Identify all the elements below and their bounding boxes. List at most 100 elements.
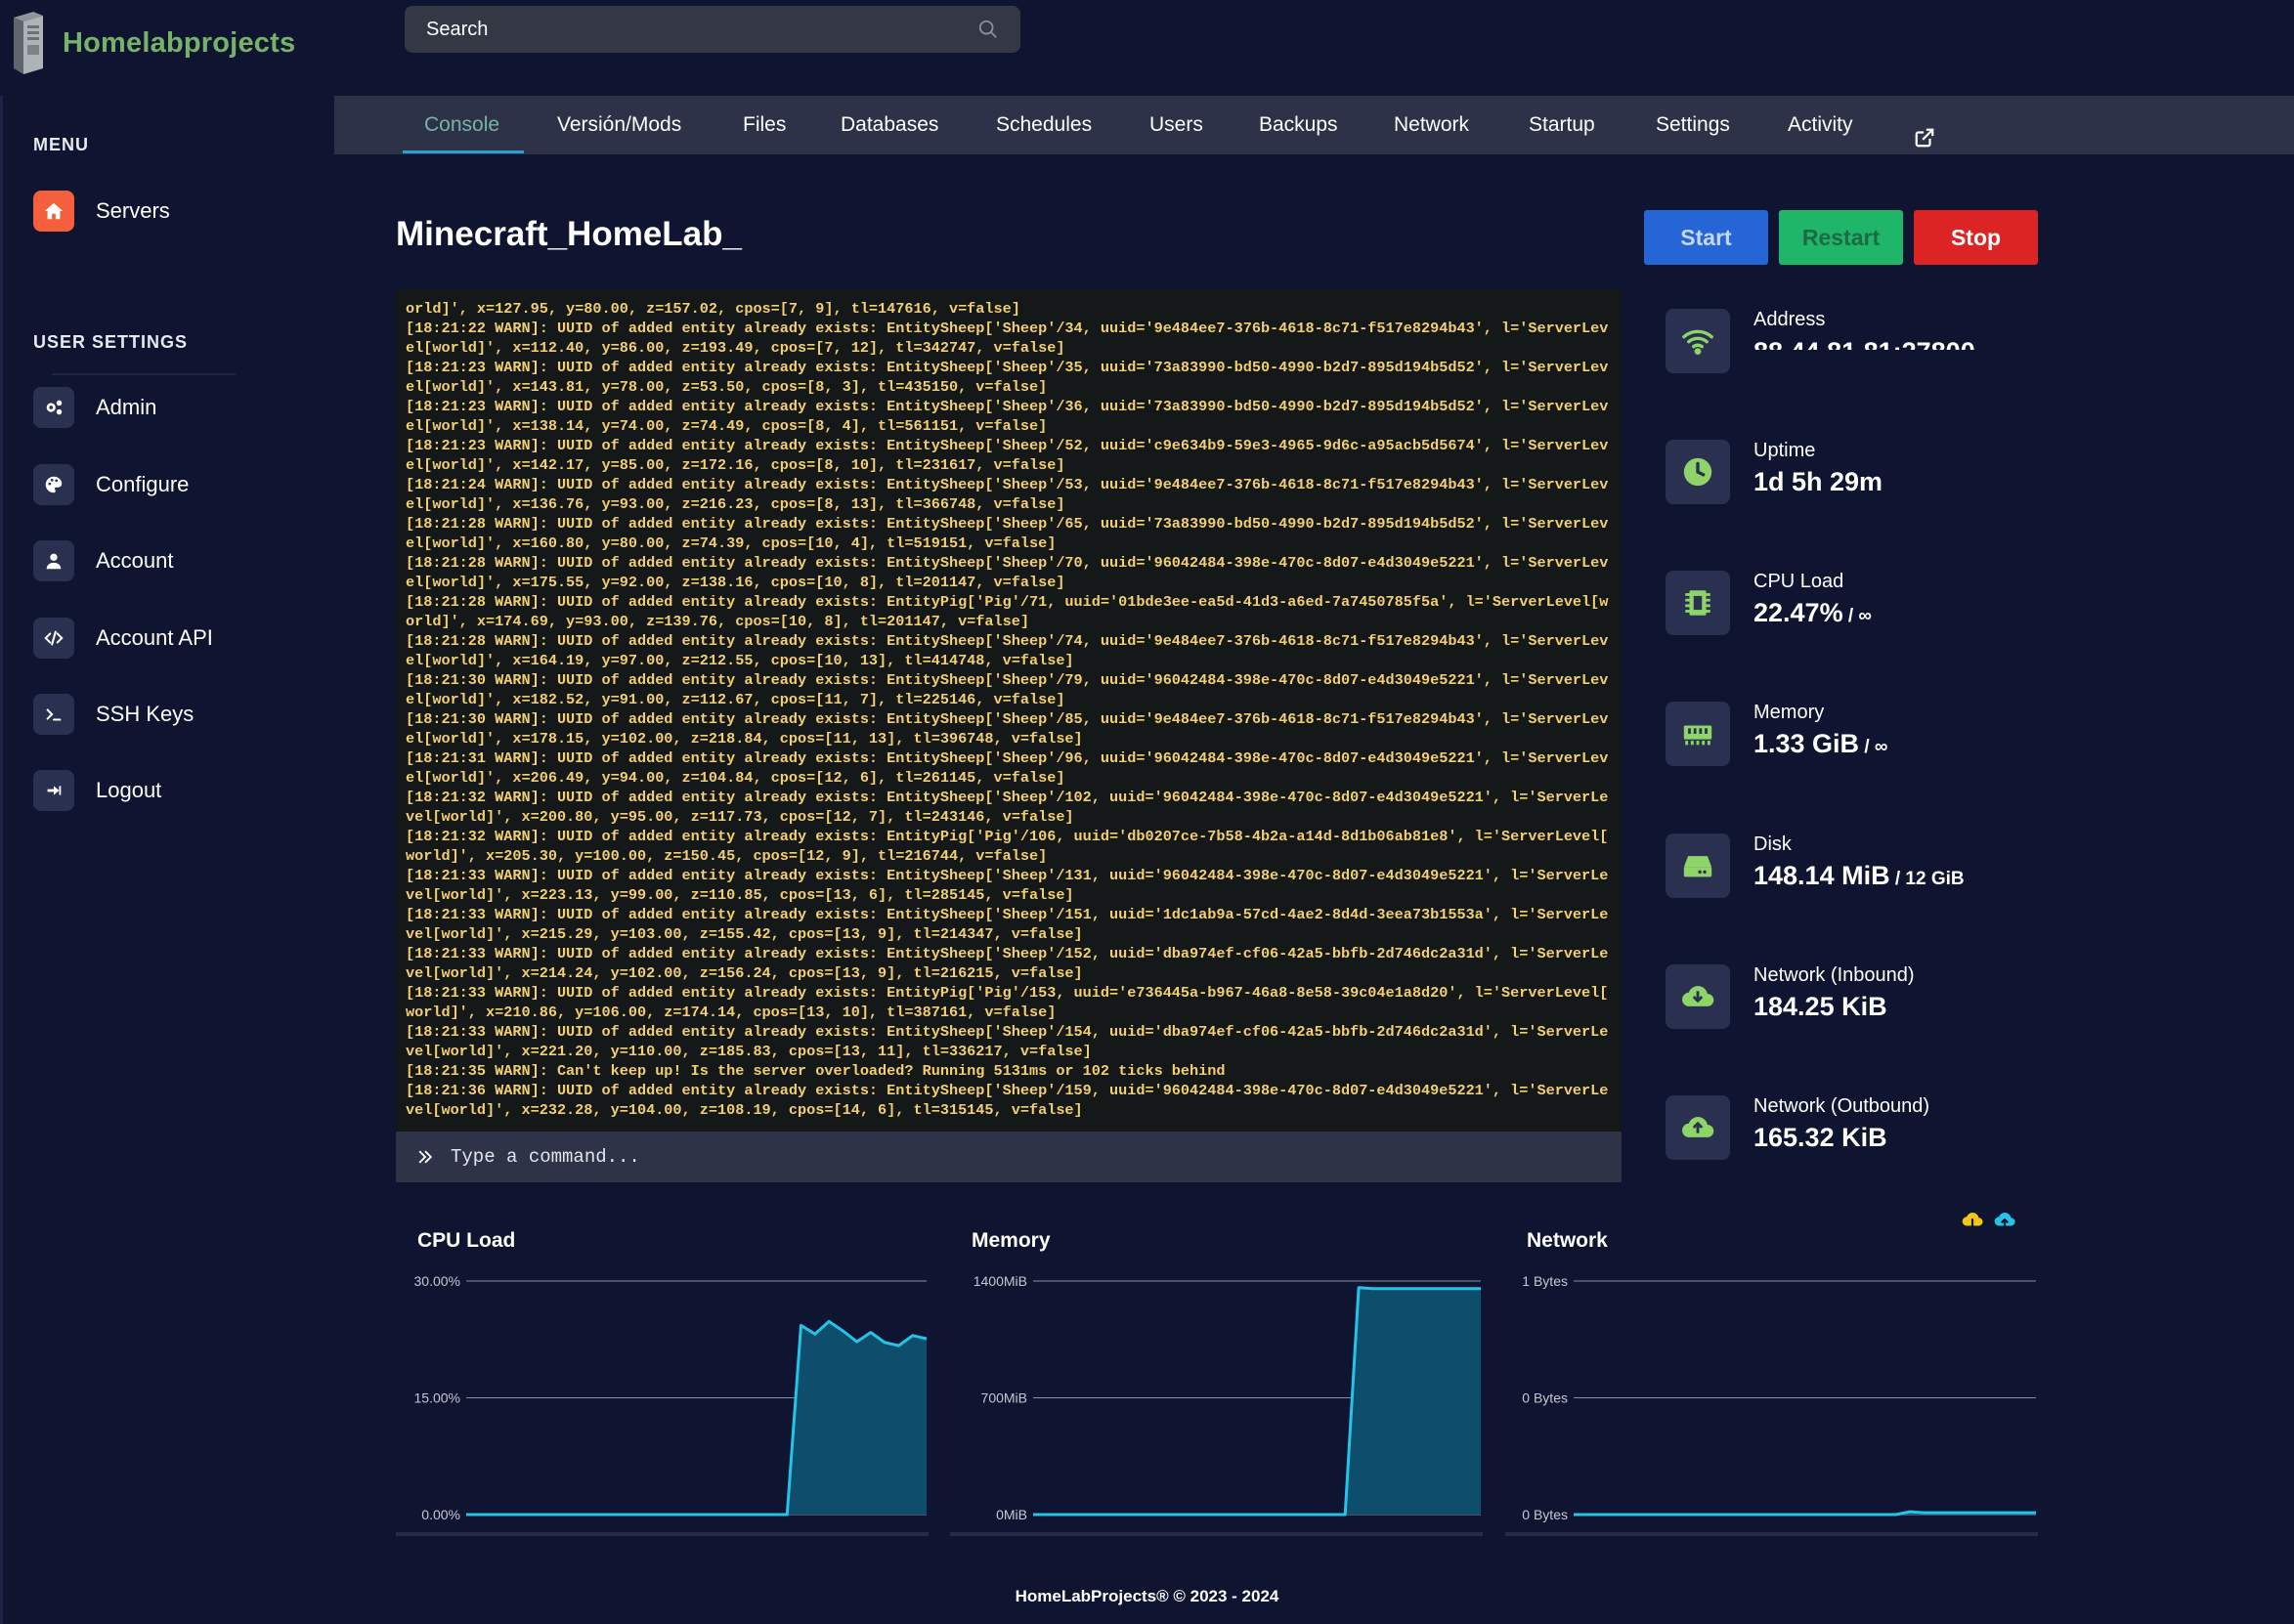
cloud-upload-icon[interactable] — [1994, 1210, 2015, 1231]
tab-version-mods[interactable]: Versión/Mods — [557, 113, 682, 136]
cloud-upload-icon — [1666, 1095, 1730, 1160]
y-tick-label: 700MiB — [981, 1390, 1027, 1406]
memory-chart: Memory 1400MiB 700MiB 0MiB — [950, 1210, 1483, 1536]
sidebar-item-ssh-keys[interactable]: SSH Keys — [33, 693, 194, 736]
tab-startup[interactable]: Startup — [1529, 113, 1595, 136]
console-line: el[world]', x=143.81, y=78.00, z=53.50, … — [406, 378, 1048, 396]
series-area — [466, 1321, 927, 1515]
active-tab-indicator — [403, 150, 524, 153]
y-tick-label: 0MiB — [996, 1507, 1027, 1522]
console-line: el[world]', x=160.80, y=80.00, z=74.39, … — [406, 534, 1057, 552]
sidebar-item-label: Configure — [96, 472, 190, 496]
console-line: el[world]', x=175.55, y=92.00, z=138.16,… — [406, 574, 1065, 591]
tab-settings[interactable]: Settings — [1656, 113, 1730, 136]
console-line: [18:21:33 WARN]: UUID of added entity al… — [406, 945, 1609, 962]
stat-network-inbound: Network (Inbound) 184.25 KiB — [1666, 964, 2037, 1033]
series-line — [1574, 1510, 2036, 1517]
search-input[interactable] — [426, 6, 954, 53]
memory-plot: 1400MiB 700MiB 0MiB — [974, 1273, 1481, 1522]
tab-schedules[interactable]: Schedules — [996, 113, 1093, 136]
chart-title: CPU Load — [417, 1229, 516, 1252]
tab-activity[interactable]: Activity — [1788, 113, 1853, 136]
restart-button[interactable]: Restart — [1779, 210, 1903, 265]
address-value-clip[interactable]: 88.44.81.81:27800 — [1753, 336, 2008, 350]
console-line: [18:21:36 WARN]: UUID of added entity al… — [406, 1082, 1609, 1099]
stat-number: 22.47% — [1753, 598, 1843, 627]
sidebar-item-admin[interactable]: Admin — [33, 386, 156, 429]
start-button[interactable]: Start — [1644, 210, 1768, 265]
stat-address: Address 88.44.81.81:27800 — [1666, 309, 2037, 377]
console-line: [18:21:28 WARN]: UUID of added entity al… — [406, 554, 1609, 572]
menu-heading: MENU — [33, 135, 89, 154]
stat-number: 148.14 MiB — [1753, 861, 1890, 890]
series-line — [466, 1319, 928, 1517]
stat-suffix: / ∞ — [1859, 737, 1888, 757]
console-line: el[world]', x=142.17, y=85.00, z=172.16,… — [406, 456, 1065, 474]
sidebar-item-logout[interactable]: Logout — [33, 769, 161, 812]
user-icon — [33, 540, 74, 581]
console-log: orld]', x=127.95, y=80.00, z=157.02, cpo… — [406, 299, 1614, 1120]
stat-suffix: / 12 GiB — [1889, 869, 1965, 889]
brand-logo[interactable]: Homelabprojects — [10, 12, 295, 74]
stat-label: Network (Outbound) — [1753, 1095, 1930, 1117]
search-box[interactable] — [405, 6, 1020, 53]
server-name: Minecraft_HomeLab_ — [396, 215, 742, 253]
console-line: vel[world]', x=221.20, y=110.00, z=185.8… — [406, 1043, 1092, 1060]
chip-icon — [1666, 571, 1730, 635]
console-line: vel[world]', x=232.28, y=104.00, z=108.1… — [406, 1101, 1083, 1119]
console-line: vel[world]', x=214.24, y=102.00, z=156.2… — [406, 964, 1083, 982]
stat-value: 165.32 KiB — [1753, 1123, 1887, 1153]
y-tick-label: 15.00% — [414, 1390, 460, 1406]
stat-value: 184.25 KiB — [1753, 992, 1887, 1022]
console-line: vel[world]', x=215.29, y=103.00, z=155.4… — [406, 925, 1083, 943]
console-line: orld]', x=127.95, y=80.00, z=157.02, cpo… — [406, 300, 1020, 318]
external-link-icon — [1915, 128, 1934, 148]
sidebar-item-servers[interactable]: Servers — [33, 190, 170, 233]
cloud-download-icon — [1666, 964, 1730, 1029]
console-line: [18:21:33 WARN]: UUID of added entity al… — [406, 984, 1609, 1002]
sidebar-item-configure[interactable]: Configure — [33, 463, 189, 506]
console-line: el[world]', x=164.19, y=97.00, z=212.55,… — [406, 652, 1074, 669]
memory-icon — [1666, 702, 1730, 766]
search-icon[interactable] — [977, 19, 999, 40]
console-line: [18:21:33 WARN]: UUID of added entity al… — [406, 1023, 1609, 1041]
console-line: [18:21:23 WARN]: UUID of added entity al… — [406, 359, 1609, 376]
stat-value: 1d 5h 29m — [1753, 467, 1883, 497]
tab-console[interactable]: Console — [424, 113, 500, 136]
stat-network-outbound: Network (Outbound) 165.32 KiB — [1666, 1095, 2037, 1164]
console-line: [18:21:32 WARN]: UUID of added entity al… — [406, 789, 1609, 806]
console-line: orld]', x=174.69, y=93.00, z=139.76, cpo… — [406, 613, 1029, 630]
stat-label: Memory — [1753, 702, 1825, 723]
stat-number: 184.25 KiB — [1753, 992, 1887, 1021]
home-icon — [33, 191, 74, 232]
stat-memory: Memory 1.33 GiB / ∞ — [1666, 702, 2037, 770]
stop-button[interactable]: Stop — [1914, 210, 2038, 265]
tab-users[interactable]: Users — [1149, 113, 1203, 136]
network-chart: Network 1 Bytes 0 Bytes 0 Bytes — [1505, 1210, 2038, 1536]
y-tick-label: 0 Bytes — [1522, 1507, 1568, 1522]
sidebar-item-account-api[interactable]: Account API — [33, 617, 213, 660]
y-tick-label: 1 Bytes — [1522, 1273, 1568, 1289]
tab-databases[interactable]: Databases — [841, 113, 939, 136]
sidebar-item-label: Servers — [96, 198, 170, 223]
tab-external-link[interactable] — [1914, 113, 1935, 148]
y-tick-label: 30.00% — [414, 1273, 460, 1289]
hdd-icon — [1666, 833, 1730, 898]
stat-label: Network (Inbound) — [1753, 964, 1915, 986]
cpu-load-chart: CPU Load 30.00% 15.00% 0.00% — [396, 1210, 929, 1536]
command-input[interactable] — [451, 1132, 1604, 1182]
y-tick-label: 0.00% — [421, 1507, 460, 1522]
cloud-download-icon[interactable] — [1962, 1210, 1983, 1231]
sidebar-item-account[interactable]: Account — [33, 539, 174, 582]
stat-cpu-load: CPU Load 22.47% / ∞ — [1666, 571, 2037, 639]
console-line: [18:21:23 WARN]: UUID of added entity al… — [406, 398, 1609, 415]
sidebar-item-label: Account — [96, 548, 174, 573]
console-line: [18:21:33 WARN]: UUID of added entity al… — [406, 906, 1609, 923]
console-output[interactable]: orld]', x=127.95, y=80.00, z=157.02, cpo… — [396, 289, 1622, 1132]
tab-files[interactable]: Files — [743, 113, 787, 136]
console-line: el[world]', x=182.52, y=91.00, z=112.67,… — [406, 691, 1065, 708]
chart-title: Network — [1527, 1229, 1608, 1252]
tab-network[interactable]: Network — [1394, 113, 1470, 136]
tab-backups[interactable]: Backups — [1259, 113, 1338, 136]
y-tick-label: 1400MiB — [974, 1273, 1027, 1289]
